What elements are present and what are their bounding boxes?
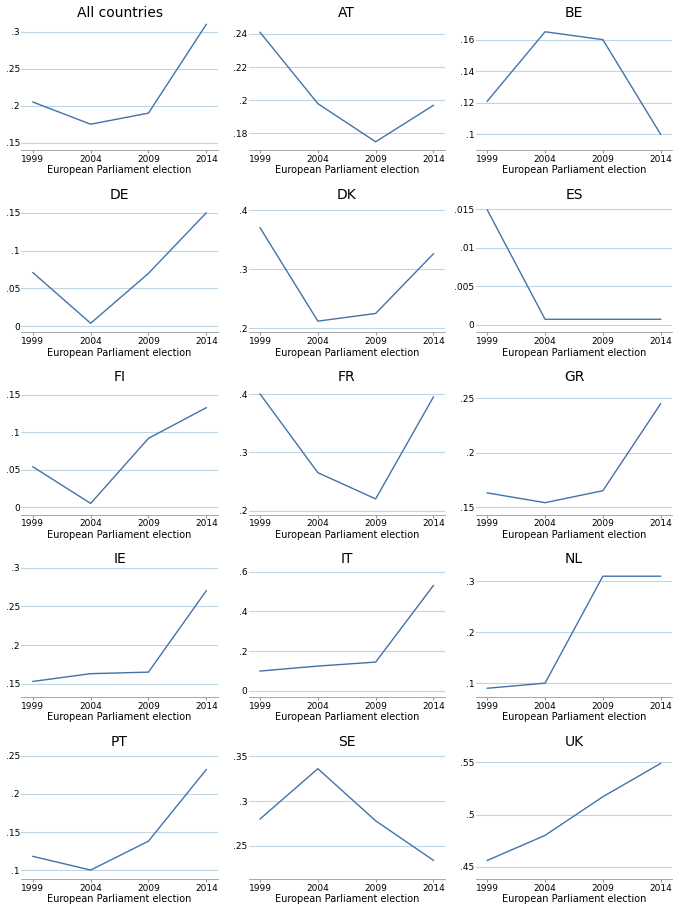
- Title: AT: AT: [339, 5, 355, 19]
- X-axis label: European Parliament election: European Parliament election: [502, 713, 646, 723]
- Title: ES: ES: [565, 187, 583, 202]
- Title: UK: UK: [564, 734, 583, 749]
- X-axis label: European Parliament election: European Parliament election: [502, 530, 646, 540]
- X-axis label: European Parliament election: European Parliament election: [275, 166, 419, 176]
- Title: DE: DE: [109, 187, 129, 202]
- Title: SE: SE: [338, 734, 356, 749]
- X-axis label: European Parliament election: European Parliament election: [48, 166, 192, 176]
- X-axis label: European Parliament election: European Parliament election: [275, 713, 419, 723]
- X-axis label: European Parliament election: European Parliament election: [275, 895, 419, 905]
- Title: All countries: All countries: [77, 5, 163, 19]
- X-axis label: European Parliament election: European Parliament election: [275, 530, 419, 540]
- Title: FI: FI: [114, 370, 126, 384]
- Title: IE: IE: [113, 552, 126, 566]
- X-axis label: European Parliament election: European Parliament election: [502, 895, 646, 905]
- X-axis label: European Parliament election: European Parliament election: [275, 348, 419, 358]
- X-axis label: European Parliament election: European Parliament election: [48, 895, 192, 905]
- Title: DK: DK: [337, 187, 356, 202]
- X-axis label: European Parliament election: European Parliament election: [502, 166, 646, 176]
- Title: FR: FR: [338, 370, 356, 384]
- X-axis label: European Parliament election: European Parliament election: [48, 530, 192, 540]
- Title: GR: GR: [564, 370, 584, 384]
- X-axis label: European Parliament election: European Parliament election: [48, 348, 192, 358]
- X-axis label: European Parliament election: European Parliament election: [502, 348, 646, 358]
- Title: BE: BE: [565, 5, 583, 19]
- X-axis label: European Parliament election: European Parliament election: [48, 713, 192, 723]
- Title: PT: PT: [111, 734, 128, 749]
- Title: NL: NL: [565, 552, 583, 566]
- Title: IT: IT: [341, 552, 353, 566]
